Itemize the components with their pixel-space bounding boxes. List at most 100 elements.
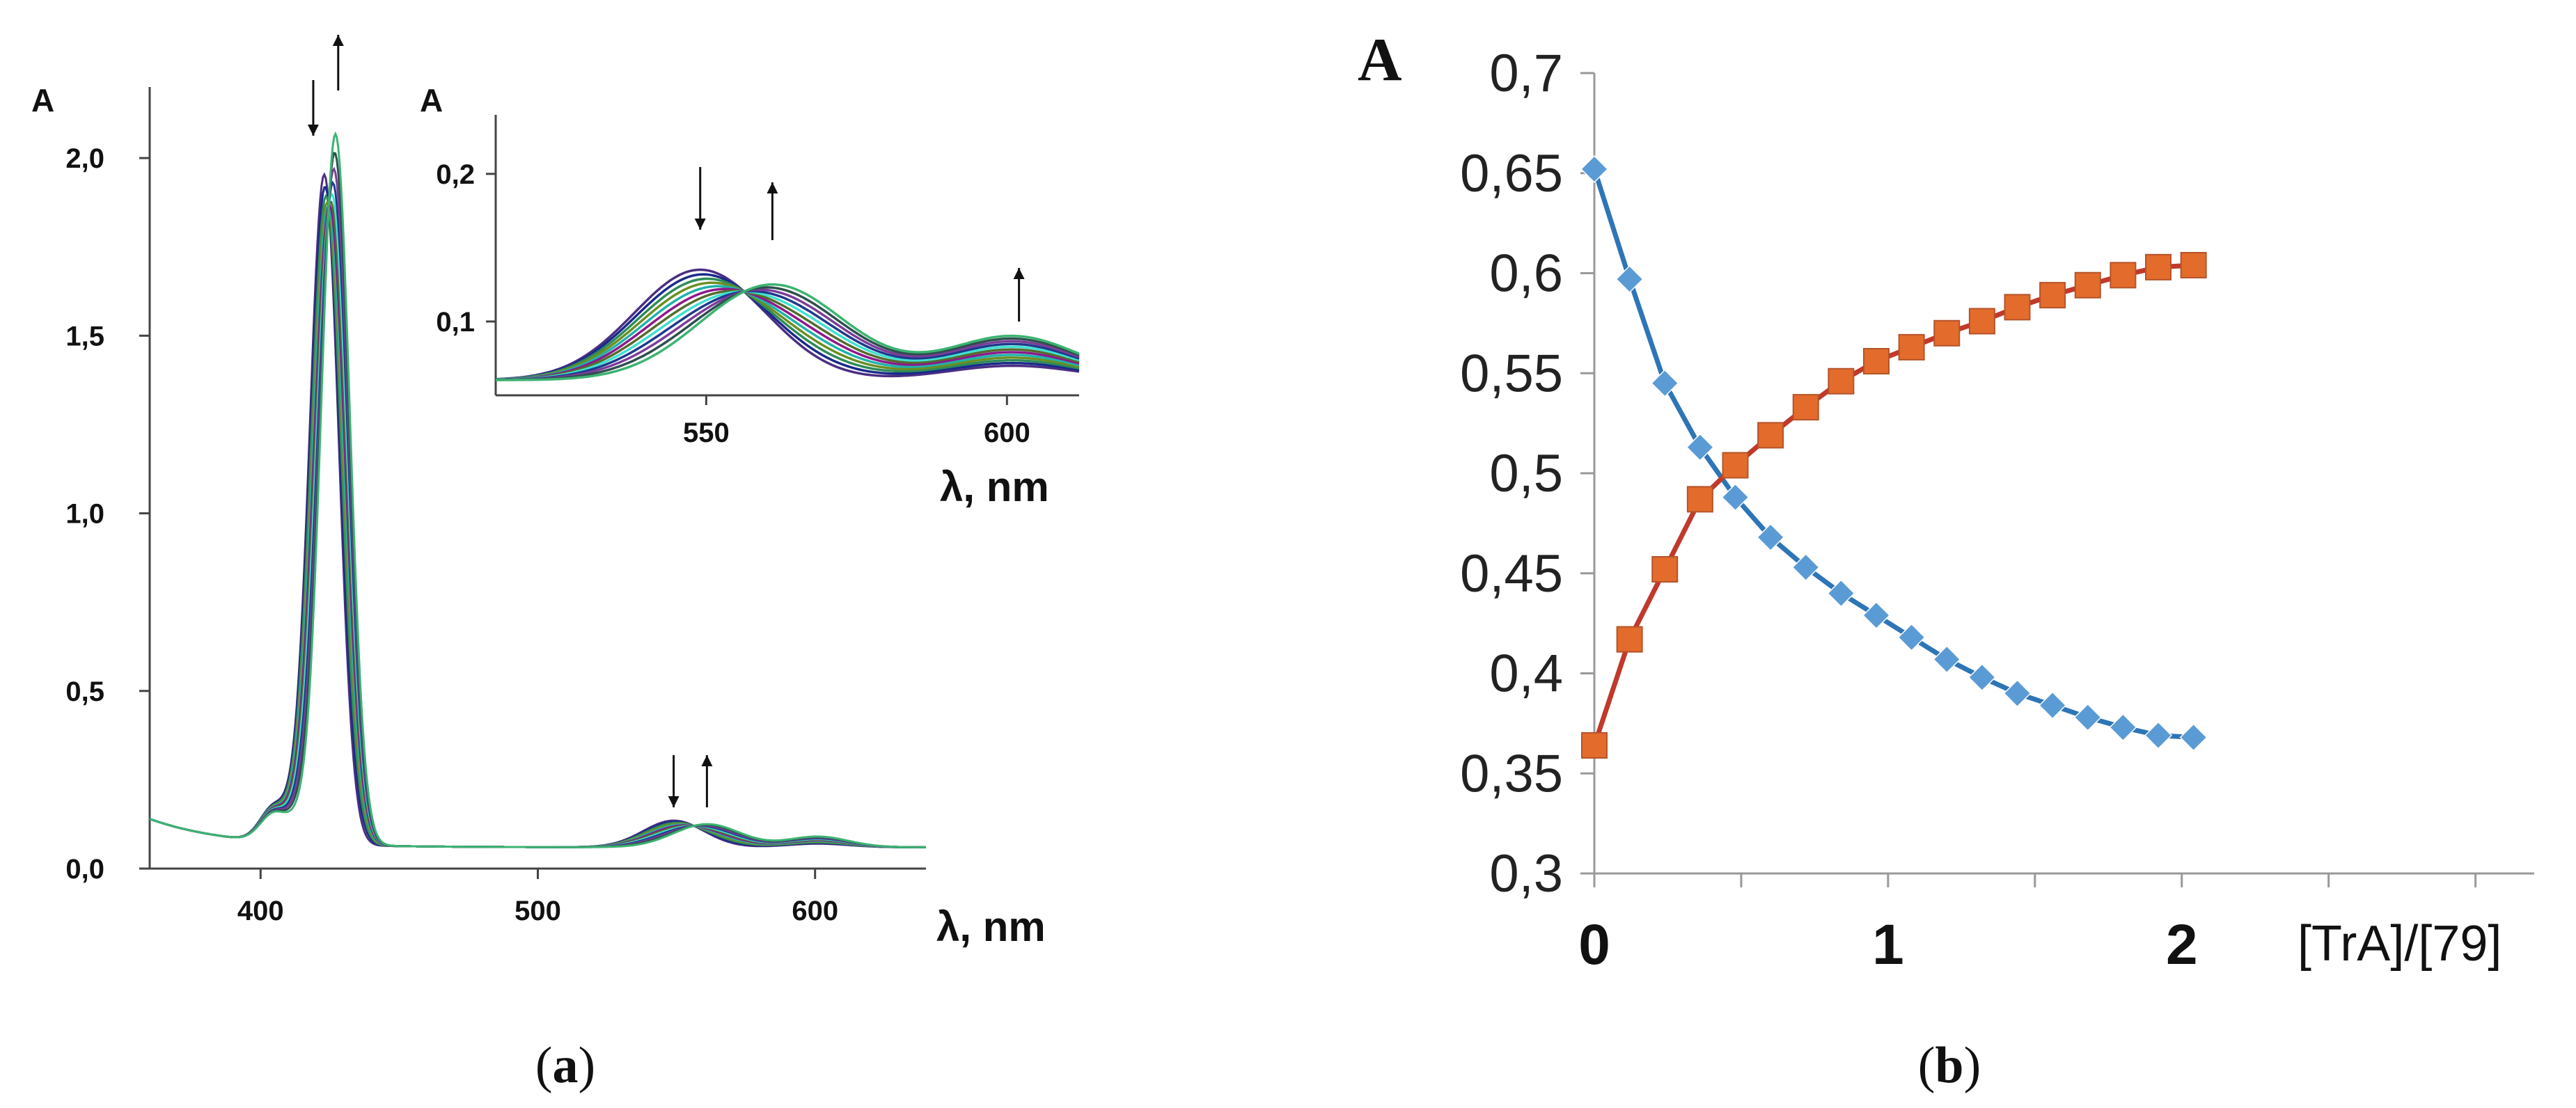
inset-spectrum-line — [495, 281, 1080, 381]
panel-b-point-diamond — [1651, 369, 1679, 397]
panel-a-y-tick-label: 0,0 — [65, 854, 104, 885]
panel-b-point-square — [2004, 294, 2031, 321]
inset-arrow-up — [1013, 268, 1025, 322]
inset-spectrum-line — [496, 283, 1080, 381]
panel-b-point-diamond — [2039, 691, 2067, 720]
panel-a-spectrum-line — [149, 131, 926, 848]
inset-spectrum-line — [495, 287, 1080, 381]
panel-b-point-square — [2180, 252, 2207, 278]
inset-spectrum-line — [496, 286, 1080, 381]
inset-y-tick-label: 0,1 — [436, 307, 475, 338]
panel-a-arrow-down — [307, 80, 319, 136]
panel-a-y-tick-label: 0,5 — [65, 676, 104, 707]
panel-a-spectrum-line — [149, 192, 926, 848]
panel-b-y-tick-label: 0,45 — [1460, 544, 1563, 603]
inset-spectrum-line — [495, 273, 1080, 381]
panel-b-point-square — [2145, 253, 2171, 280]
panel-b-caption-letter: b — [1935, 1037, 1963, 1094]
inset-spectrum-line — [495, 277, 1080, 381]
panel-b-point-square — [1581, 732, 1608, 759]
panel-b-point-square — [1722, 452, 1749, 479]
panel-b-point-diamond — [2144, 721, 2173, 750]
panel-b-y-tick-label: 0,5 — [1489, 444, 1563, 503]
panel-b-point-square — [1757, 422, 1784, 449]
panel-b-y-tick-label: 0,4 — [1489, 644, 1563, 704]
inset-arrow-up — [767, 182, 778, 240]
panel-b-point-square — [1898, 333, 1925, 361]
panel-b-point-diamond — [2179, 723, 2208, 752]
panel-a-spectrum-line — [149, 200, 927, 848]
panel-a-caption-letter: a — [553, 1037, 579, 1094]
panel-a-arrow-up — [332, 35, 344, 90]
panel-b-point-diamond — [1757, 523, 1785, 552]
panel-b-point-diamond — [1721, 483, 1750, 512]
panel-a-spectrum-line — [149, 166, 926, 848]
panel-b-y-label: A — [1358, 26, 1402, 94]
panel-b-point-diamond — [1897, 623, 1926, 651]
panel-a-y-tick-label: 1,0 — [65, 499, 104, 530]
panel-b-point-square — [1933, 319, 1961, 347]
panel-a-spectrum-line — [149, 180, 926, 848]
inset-spectrum-line — [495, 290, 1080, 381]
inset-y-tick-label: 0,2 — [436, 159, 475, 190]
panel-b-y-tick-label: 0,35 — [1460, 744, 1563, 803]
panel-a-spectrum-line — [149, 152, 926, 848]
panel-b-y-tick-label: 0,6 — [1489, 244, 1563, 303]
panel-a-x-tick-label: 600 — [792, 896, 838, 926]
inset-spectrum-line — [495, 290, 1080, 381]
panel-b-point-square — [2074, 271, 2101, 299]
panel-b-y-tick-label: 0,3 — [1489, 844, 1563, 903]
panel-a-arrow-up — [701, 755, 713, 807]
panel-b-chart: A 0,3 0,35 0,4 0,45 0,5 0,55 0,6 0,65 0,7 0 1 2 [T… — [1358, 26, 2534, 1094]
panel-b-point-square — [2110, 262, 2137, 289]
panel-b-x-tick-label: 0 — [1578, 913, 1610, 976]
panel-b-point-square — [2039, 282, 2066, 309]
panel-a-arrow-down — [668, 755, 680, 807]
panel-b-point-square — [1828, 367, 1855, 395]
panel-b-x-tick-label: 2 — [2166, 913, 2198, 976]
panel-a-y-tick-label: 1,5 — [65, 321, 104, 351]
panel-b-y-tick-label: 0,55 — [1460, 344, 1563, 403]
inset-y-label: A — [420, 82, 443, 118]
panel-b-point-diamond — [1580, 155, 1609, 184]
panel-b-point-diamond — [2109, 713, 2137, 742]
panel-a-x-tick-label: 400 — [237, 896, 284, 926]
panel-b-point-square — [1616, 626, 1643, 653]
inset-spectrum-line — [496, 288, 1080, 381]
panel-b-series-line-decreasing — [1592, 168, 2194, 740]
panel-a-x-tick-label: 500 — [515, 896, 561, 926]
panel-a-chart: A 0,0 0,5 1,0 1,5 2,0 400 500 600 λ, nm A 0,1 0… — [31, 35, 1080, 1094]
inset-spectrum-line — [495, 290, 1080, 381]
panel-a-spectrum-line — [149, 172, 926, 848]
panel-b-point-square — [1651, 556, 1679, 583]
inset-x-label: λ, nm — [940, 464, 1049, 510]
panel-b-point-square — [1686, 486, 1713, 513]
panel-b-x-tick-label: 1 — [1872, 913, 1904, 976]
inset-spectrum-line — [495, 285, 1080, 381]
panel-b-y-tick-label: 0,7 — [1489, 44, 1563, 103]
panel-b-point-diamond — [1686, 433, 1714, 461]
panel-a-spectrum-line — [149, 186, 926, 848]
panel-b-x-label: [TrA]/[79] — [2298, 916, 2502, 972]
panel-b-point-square — [1863, 348, 1890, 374]
panel-a-spectrum-line — [149, 200, 926, 848]
panel-b-series-line-increasing — [1592, 262, 2194, 747]
panel-a-x-label: λ, nm — [936, 903, 1046, 950]
panel-b-point-diamond — [1968, 663, 1996, 692]
panel-a-y-tick-label: 2,0 — [65, 143, 104, 174]
panel-a-inset-chart: A 0,1 0,2 550 600 λ, nm — [420, 82, 1080, 510]
panel-b-caption: (b) — [1918, 1037, 1981, 1094]
panel-b-point-square — [1792, 394, 1819, 421]
panel-a-spectrum-line — [149, 194, 926, 848]
panel-b-point-diamond — [2003, 679, 2032, 708]
panel-b-point-diamond — [1862, 601, 1891, 630]
inset-spectrum-line — [495, 268, 1080, 381]
panel-b-point-diamond — [1933, 645, 1961, 674]
panel-b-point-diamond — [1827, 579, 1855, 608]
inset-arrow-down — [694, 167, 706, 230]
panel-b-point-square — [1968, 308, 1995, 335]
panel-b-point-diamond — [1615, 265, 1644, 294]
inset-x-tick-label: 550 — [683, 418, 730, 448]
panel-a-caption: (a) — [535, 1037, 595, 1094]
